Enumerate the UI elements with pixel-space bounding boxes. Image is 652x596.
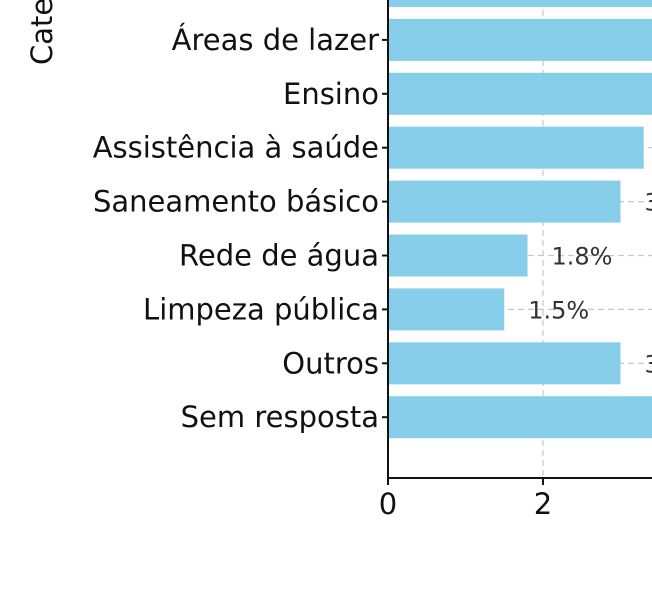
category-label: Ensino [283, 77, 379, 111]
bar [388, 18, 652, 61]
category-label: Áreas de lazer [172, 23, 379, 57]
bar [388, 342, 621, 385]
bar [388, 0, 652, 7]
bars [388, 0, 652, 439]
category-label: Rede de água [179, 239, 379, 273]
bar [388, 72, 652, 115]
category-labels: Áreas de lazer Ensino Assistência à saúde S… [93, 23, 379, 434]
category-label: Saneamento básico [93, 185, 379, 219]
category-label: Outros [282, 346, 379, 380]
category-label: Sem resposta [181, 400, 379, 434]
x-tick-label: 2 [534, 487, 552, 521]
category-label: Limpeza pública [143, 292, 379, 326]
data-label: 3 [645, 350, 652, 378]
category-label: Assistência à saúde [93, 131, 379, 165]
bar [388, 180, 621, 223]
bar [388, 288, 505, 331]
bar [388, 234, 528, 277]
bar [388, 396, 652, 439]
data-labels: 3 1.8% 1.5% 3 [528, 189, 652, 379]
x-tick-label: 0 [379, 487, 397, 521]
data-label: 1.5% [528, 296, 589, 324]
y-axis-title: Cate [25, 0, 59, 65]
data-label: 3 [645, 189, 652, 217]
data-label: 1.8% [552, 243, 613, 271]
bar [388, 126, 644, 169]
